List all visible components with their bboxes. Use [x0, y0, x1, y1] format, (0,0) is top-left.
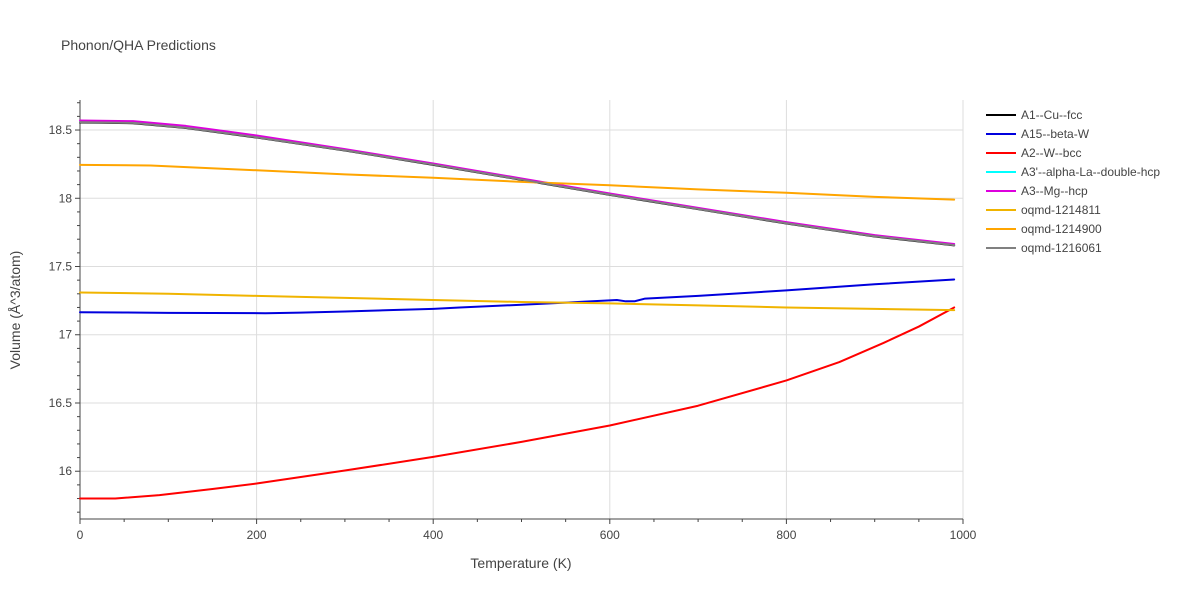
legend-item[interactable]: A3--Mg--hcp [986, 184, 1088, 198]
x-tick-label: 800 [776, 528, 796, 542]
x-tick-label: 200 [247, 528, 267, 542]
legend-item[interactable]: oqmd-1214900 [986, 222, 1102, 236]
legend-label: A3--Mg--hcp [1021, 184, 1088, 198]
y-tick-label: 16.5 [49, 396, 73, 410]
x-tick-label: 400 [423, 528, 443, 542]
y-tick-label: 16 [59, 464, 73, 478]
legend-item[interactable]: oqmd-1214811 [986, 203, 1101, 217]
legend-item[interactable]: A3'--alpha-La--double-hcp [986, 165, 1160, 179]
y-tick-label: 18.5 [49, 123, 73, 137]
legend-label: oqmd-1214811 [1021, 203, 1101, 217]
series-line-1 [79, 278, 956, 315]
legend-label: A3'--alpha-La--double-hcp [1021, 165, 1160, 179]
legend-label: oqmd-1216061 [1021, 241, 1102, 255]
series-line-2 [79, 306, 956, 500]
legend-item[interactable]: A2--W--bcc [986, 146, 1081, 160]
series-line-5 [79, 291, 956, 312]
legend-label: oqmd-1214900 [1021, 222, 1102, 236]
x-tick-label: 1000 [950, 528, 977, 542]
y-tick-label: 17.5 [49, 260, 73, 274]
x-axis-title: Temperature (K) [470, 555, 571, 571]
legend-item[interactable]: oqmd-1216061 [986, 241, 1102, 255]
series-line-6 [79, 163, 956, 201]
chart-title: Phonon/QHA Predictions [61, 37, 216, 53]
series-line-7 [79, 121, 956, 247]
legend-label: A2--W--bcc [1021, 146, 1081, 160]
axes: 0 200 400 600 800 1000 16 16.5 17 17.5 18 18.5 [49, 100, 977, 542]
legend-label: A15--beta-W [1021, 127, 1090, 141]
y-axis-title: Volume (Å^3/atom) [7, 251, 23, 370]
legend-item[interactable]: A1--Cu--fcc [986, 108, 1082, 122]
y-tick-label: 17 [59, 328, 73, 342]
legend-item[interactable]: A15--beta-W [986, 127, 1090, 141]
x-tick-label: 0 [77, 528, 84, 542]
series-lines [79, 119, 956, 500]
legend-label: A1--Cu--fcc [1021, 108, 1082, 122]
legend[interactable]: A1--Cu--fcc A15--beta-W A2--W--bcc A3'--alp… [986, 108, 1160, 255]
series-line-4 [79, 119, 956, 245]
y-tick-label: 18 [59, 191, 73, 205]
x-tick-label: 600 [600, 528, 620, 542]
grid-lines [80, 100, 964, 519]
